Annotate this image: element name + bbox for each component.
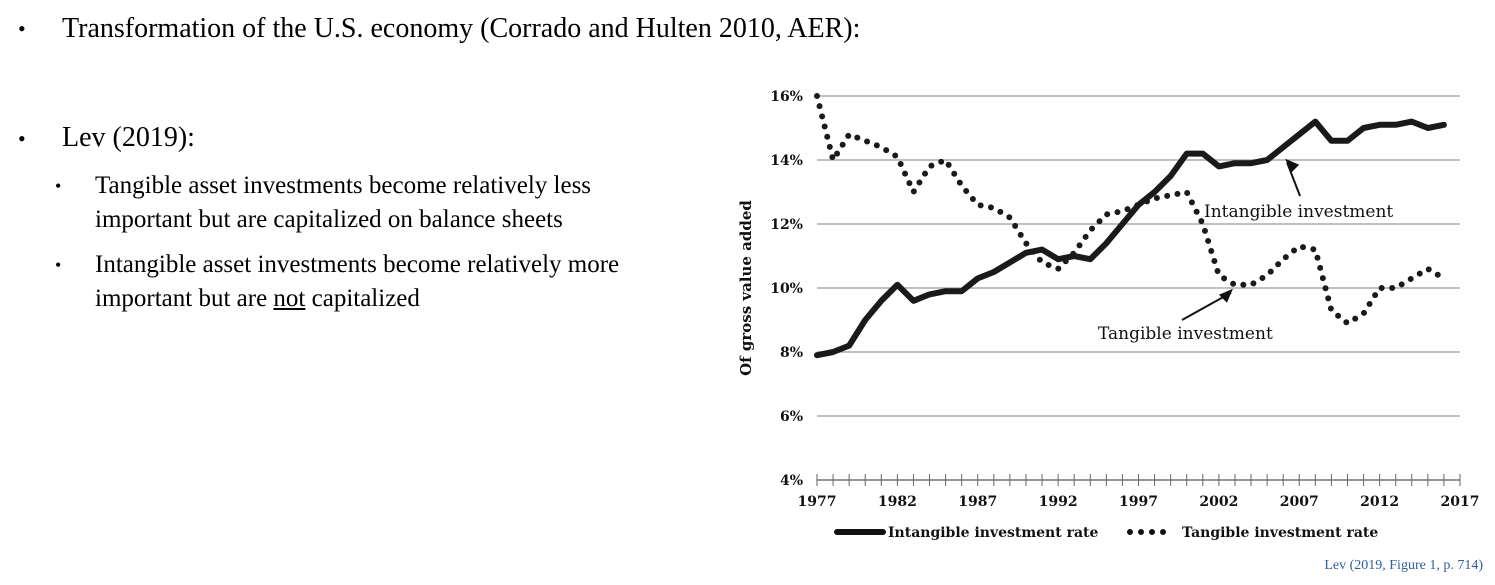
y-tick-label: 12%	[770, 217, 803, 233]
sub-bullet-line: important but are capitalized on balance…	[95, 206, 563, 233]
sub-bullet-dot: •	[55, 176, 62, 196]
investment-rate-chart: 4% 6% 8% 10% 12% 14% 16% 1977 1982 1987 1992 1997 20…	[737, 89, 1479, 541]
annotation-label-intangible: Intangible investment	[1204, 202, 1393, 222]
series-line-intangible	[814, 118, 1447, 359]
y-tick-label: 8%	[780, 345, 803, 361]
underlined-not: not	[273, 285, 306, 312]
sub-bullet-line: Tangible asset investments become relati…	[95, 172, 592, 199]
x-tick-label: 2017	[1441, 494, 1480, 510]
slide-heading: Transformation of the U.S. economy (Corr…	[62, 13, 861, 44]
y-tick-label: 10%	[770, 281, 803, 297]
sub-bullet-line: Intangible asset investments become rela…	[95, 251, 620, 278]
x-tick-label: 1987	[958, 494, 997, 510]
sub-bullet-line: important but are not capitalized	[95, 282, 619, 316]
chart-annotations: Intangible investment Tangible investment	[1098, 158, 1393, 344]
chart-legend: Intangible investment rate Tangible inves…	[834, 525, 1378, 541]
annotation-label-tangible: Tangible investment	[1098, 324, 1273, 344]
lev-heading: Lev (2019):	[62, 122, 195, 153]
x-tick-label: 1992	[1039, 494, 1078, 510]
bullet-dot: •	[18, 126, 26, 151]
y-tick-label: 14%	[770, 153, 803, 169]
y-tick-label: 4%	[780, 473, 803, 489]
figure-source: Lev (2019, Figure 1, p. 714)	[1324, 558, 1483, 573]
chart-series	[814, 93, 1447, 359]
x-tick-label: 1997	[1119, 494, 1158, 510]
y-axis-label: Of gross value added	[737, 200, 755, 376]
sub-bullet-dot: •	[55, 255, 62, 275]
sub-bullet-text: important but are	[95, 285, 274, 312]
x-tick-label: 2002	[1199, 494, 1238, 510]
annotation-arrowhead-intangible	[1285, 158, 1300, 173]
x-tick-label: 2007	[1280, 494, 1319, 510]
x-tick-label: 1977	[798, 494, 837, 510]
y-tick-label: 6%	[780, 409, 803, 425]
x-tick-label: 2012	[1360, 494, 1399, 510]
y-tick-label: 16%	[770, 89, 803, 105]
sub-bullet-text: capitalized	[305, 285, 420, 312]
sub-bullet-tangible: Tangible asset investments become relati…	[95, 169, 591, 237]
x-tick-label: 1982	[878, 494, 917, 510]
chart-axes: 4% 6% 8% 10% 12% 14% 16% 1977 1982 1987 1992 1997 20…	[737, 89, 1479, 510]
bullet-dot: •	[18, 16, 26, 41]
legend-label-tangible: Tangible investment rate	[1182, 525, 1378, 541]
series-line-tangible	[814, 93, 1447, 327]
chart-gridlines	[817, 95, 1460, 481]
annotation-arrowhead-tangible	[1218, 288, 1233, 303]
legend-label-intangible: Intangible investment rate	[888, 525, 1098, 541]
sub-bullet-intangible: Intangible asset investments become rela…	[95, 248, 619, 316]
